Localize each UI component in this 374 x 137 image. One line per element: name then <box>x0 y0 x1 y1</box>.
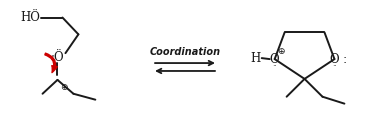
Text: :: : <box>342 53 347 66</box>
FancyArrowPatch shape <box>45 53 57 73</box>
Text: O: O <box>270 53 279 66</box>
Text: $\oplus$: $\oplus$ <box>60 82 69 92</box>
Text: H: H <box>251 52 261 65</box>
Text: O: O <box>329 53 339 66</box>
Text: ··: ·· <box>272 62 277 72</box>
Text: Coordination: Coordination <box>150 47 221 57</box>
Text: HÖ: HÖ <box>21 11 40 24</box>
Text: :Ö: :Ö <box>50 51 64 64</box>
Text: $\oplus$: $\oplus$ <box>277 46 286 56</box>
Text: ··: ·· <box>332 62 337 72</box>
